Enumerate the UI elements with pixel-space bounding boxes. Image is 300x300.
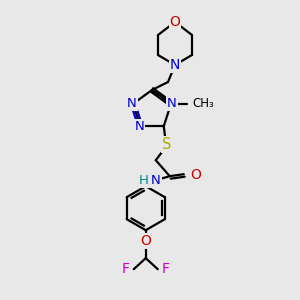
Text: H: H — [139, 174, 149, 187]
Text: O: O — [140, 234, 151, 248]
Text: F: F — [122, 262, 130, 276]
Text: S: S — [162, 137, 171, 152]
Text: N: N — [151, 174, 160, 187]
Text: N: N — [170, 58, 180, 72]
Text: O: O — [169, 15, 180, 29]
Text: N: N — [167, 97, 177, 110]
Text: CH₃: CH₃ — [192, 97, 214, 110]
Text: O: O — [190, 168, 201, 182]
Text: N: N — [134, 120, 144, 133]
Text: F: F — [162, 262, 170, 276]
Text: N: N — [127, 97, 137, 110]
